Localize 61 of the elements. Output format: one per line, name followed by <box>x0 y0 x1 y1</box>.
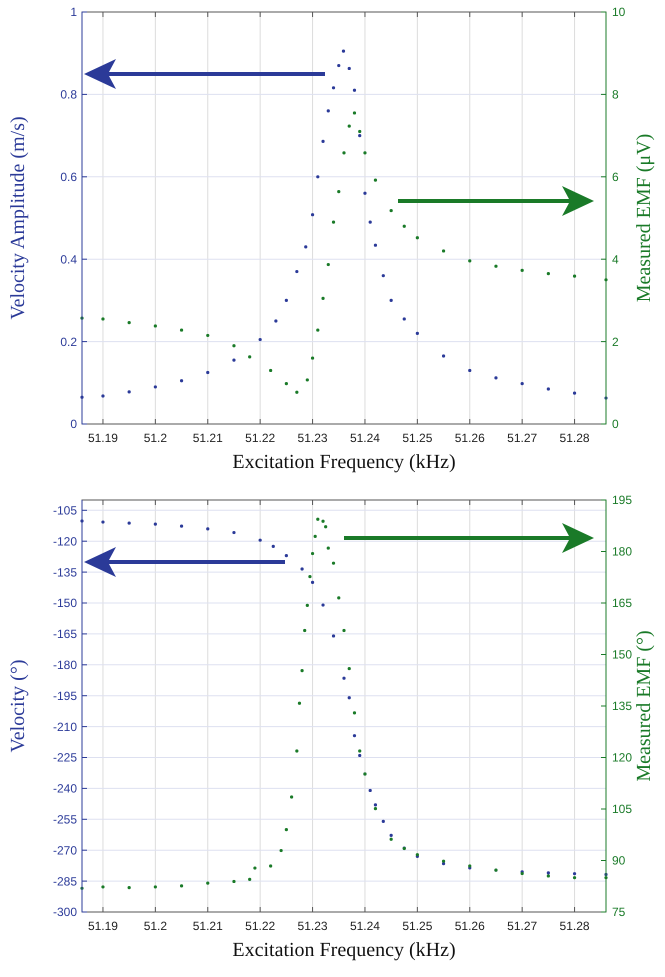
y2-tick-label: 2 <box>612 334 619 349</box>
y2-tick-label: 135 <box>612 699 632 714</box>
y2-tick-label: 6 <box>612 170 619 184</box>
y2-tick-label: 8 <box>612 88 619 102</box>
x-tick-label: 51.19 <box>88 431 118 445</box>
y-tick-label: 0.6 <box>60 170 78 184</box>
y2-tick-label: 180 <box>612 544 632 559</box>
y-tick-label: -225 <box>52 750 78 765</box>
x-tick-label: 51.23 <box>298 919 328 933</box>
x-tick-label: 51.27 <box>507 431 538 445</box>
y2-tick-label: 90 <box>612 854 626 868</box>
y2-tick-label: 10 <box>612 5 626 20</box>
y2-tick-label: 105 <box>612 802 632 816</box>
x-tick-label: 51.25 <box>402 431 433 445</box>
y-axis-title: Velocity Amplitude (m/s) <box>7 116 29 320</box>
y-tick-label: 0.8 <box>60 88 78 102</box>
y-tick-label: -270 <box>52 843 78 858</box>
y-tick-label: -195 <box>52 688 78 703</box>
y2-tick-label: 0 <box>612 417 619 432</box>
y2-tick-label: 120 <box>612 750 632 765</box>
x-tick-label: 51.2 <box>144 919 168 933</box>
y2-tick-label: 195 <box>612 493 632 508</box>
x-tick-label: 51.25 <box>402 919 433 933</box>
y2-tick-label: 165 <box>612 596 632 610</box>
x-tick-label: 51.2 <box>144 431 168 445</box>
y-tick-label: -255 <box>52 812 78 826</box>
y2-axis-title: Measured EMF (°) <box>633 630 655 782</box>
y-tick-label: -300 <box>52 905 78 920</box>
x-tick-label: 51.19 <box>88 919 118 933</box>
x-axis-title: Excitation Frequency (kHz) <box>232 939 456 961</box>
y2-axis-title: Measured EMF (μV) <box>633 134 655 302</box>
y-tick-label: -120 <box>52 534 78 548</box>
x-tick-label: 51.22 <box>245 919 276 933</box>
x-tick-label: 51.28 <box>560 919 590 933</box>
y-tick-label: 0 <box>70 417 78 432</box>
y-tick-label: -135 <box>52 565 78 580</box>
x-tick-label: 51.21 <box>192 919 224 933</box>
x-tick-label: 51.22 <box>245 431 276 445</box>
x-tick-label: 51.28 <box>560 431 590 445</box>
y-tick-label: -165 <box>52 627 78 642</box>
x-axis-title: Excitation Frequency (kHz) <box>232 451 456 473</box>
y-tick-label: -105 <box>52 504 78 518</box>
y-tick-label: 0.4 <box>60 252 78 266</box>
x-tick-label: 51.26 <box>454 919 486 933</box>
y-axis-title: Velocity (°) <box>7 660 29 752</box>
y-tick-label: -180 <box>52 658 78 672</box>
y-tick-label: -150 <box>52 596 78 610</box>
x-tick-label: 51.23 <box>298 431 328 445</box>
x-tick-label: 51.21 <box>192 431 224 445</box>
y-tick-label: 0.2 <box>60 334 78 349</box>
y-tick-label: -240 <box>52 782 78 796</box>
y2-tick-label: 4 <box>612 252 619 266</box>
x-tick-label: 51.27 <box>507 919 538 933</box>
y2-tick-label: 75 <box>612 905 626 920</box>
y-tick-label: -285 <box>52 874 78 888</box>
y-tick-label: 1 <box>70 5 78 20</box>
y-tick-label: -210 <box>52 720 78 734</box>
y2-tick-label: 150 <box>612 648 632 662</box>
x-tick-label: 51.24 <box>350 431 380 445</box>
x-tick-label: 51.26 <box>454 431 486 445</box>
x-tick-label: 51.24 <box>350 919 380 933</box>
